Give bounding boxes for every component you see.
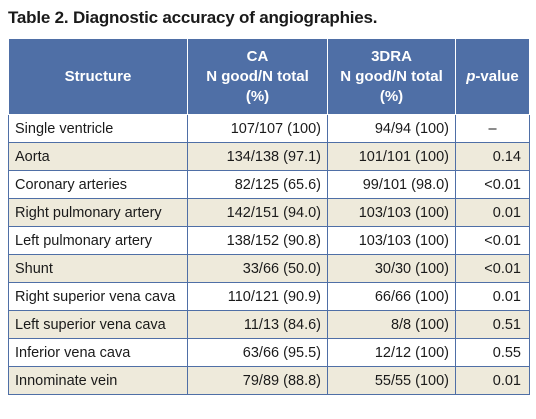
table-row: Coronary arteries 82/125 (65.6) 99/101 (… (8, 170, 530, 199)
header-row: Structure CA N good/N total (%) 3DRA N g… (8, 38, 530, 115)
cell-ca: 110/121 (90.9) (187, 282, 328, 311)
cell-3dra: 103/103 (100) (327, 226, 456, 255)
cell-3dra: 99/101 (98.0) (327, 170, 456, 199)
cell-ca: 63/66 (95.5) (187, 338, 328, 367)
cell-3dra: 103/103 (100) (327, 198, 456, 227)
cell-p-value: 0.55 (455, 338, 530, 367)
cell-p-value: <0.01 (455, 254, 530, 283)
cell-ca: 134/138 (97.1) (187, 142, 328, 171)
cell-structure: Single ventricle (8, 114, 188, 143)
table-row: Inferior vena cava 63/66 (95.5) 12/12 (1… (8, 338, 530, 367)
table-caption: Table 2. Diagnostic accuracy of angiogra… (8, 8, 378, 27)
cell-structure: Right superior vena cava (8, 282, 188, 311)
header-3dra: 3DRA N good/N total (%) (327, 38, 456, 115)
header-p-value: p-value (455, 38, 530, 115)
cell-p-value: 0.01 (455, 282, 530, 311)
cell-3dra: 94/94 (100) (327, 114, 456, 143)
cell-structure: Right pulmonary artery (8, 198, 188, 227)
header-p-suffix: -value (475, 67, 519, 85)
cell-ca: 33/66 (50.0) (187, 254, 328, 283)
header-3dra-line-2: N good/N total (340, 67, 443, 85)
cell-ca: 79/89 (88.8) (187, 366, 328, 395)
cell-structure: Shunt (8, 254, 188, 283)
header-3dra-line-1: 3DRA (371, 47, 412, 65)
table-row: Aorta 134/138 (97.1) 101/101 (100) 0.14 (8, 142, 530, 171)
cell-3dra: 30/30 (100) (327, 254, 456, 283)
table-row: Left pulmonary artery 138/152 (90.8) 103… (8, 226, 530, 255)
table-row: Innominate vein 79/89 (88.8) 55/55 (100)… (8, 366, 530, 395)
cell-ca: 142/151 (94.0) (187, 198, 328, 227)
cell-3dra: 101/101 (100) (327, 142, 456, 171)
header-structure: Structure (8, 38, 188, 115)
cell-p-value: <0.01 (455, 226, 530, 255)
cell-p-value: – (455, 114, 530, 143)
table-row: Shunt 33/66 (50.0) 30/30 (100) <0.01 (8, 254, 530, 283)
cell-3dra: 12/12 (100) (327, 338, 456, 367)
header-p-italic: p (466, 67, 476, 85)
cell-ca: 107/107 (100) (187, 114, 328, 143)
table-body: Single ventricle 107/107 (100) 94/94 (10… (8, 114, 530, 395)
header-ca-line-3: (%) (245, 87, 270, 105)
header-ca-line-2: N good/N total (206, 67, 309, 85)
cell-ca: 82/125 (65.6) (187, 170, 328, 199)
header-ca: CA N good/N total (%) (187, 38, 328, 115)
cell-ca: 11/13 (84.6) (187, 310, 328, 339)
header-3dra-line-3: (%) (379, 87, 404, 105)
cell-3dra: 8/8 (100) (327, 310, 456, 339)
cell-ca: 138/152 (90.8) (187, 226, 328, 255)
table-row: Right pulmonary artery 142/151 (94.0) 10… (8, 198, 530, 227)
cell-structure: Inferior vena cava (8, 338, 188, 367)
cell-p-value: 0.51 (455, 310, 530, 339)
table-row: Single ventricle 107/107 (100) 94/94 (10… (8, 114, 530, 143)
cell-p-value: 0.01 (455, 366, 530, 395)
table-header: Structure CA N good/N total (%) 3DRA N g… (8, 38, 530, 115)
cell-structure: Left pulmonary artery (8, 226, 188, 255)
cell-structure: Left superior vena cava (8, 310, 188, 339)
cell-structure: Coronary arteries (8, 170, 188, 199)
cell-3dra: 66/66 (100) (327, 282, 456, 311)
table-row: Left superior vena cava 11/13 (84.6) 8/8… (8, 310, 530, 339)
cell-structure: Aorta (8, 142, 188, 171)
table-row: Right superior vena cava 110/121 (90.9) … (8, 282, 530, 311)
cell-p-value: 0.01 (455, 198, 530, 227)
header-ca-line-1: CA (246, 47, 269, 65)
cell-3dra: 55/55 (100) (327, 366, 456, 395)
cell-p-value: 0.14 (455, 142, 530, 171)
cell-p-value: <0.01 (455, 170, 530, 199)
diagnostic-accuracy-table: Structure CA N good/N total (%) 3DRA N g… (8, 38, 530, 395)
cell-structure: Innominate vein (8, 366, 188, 395)
